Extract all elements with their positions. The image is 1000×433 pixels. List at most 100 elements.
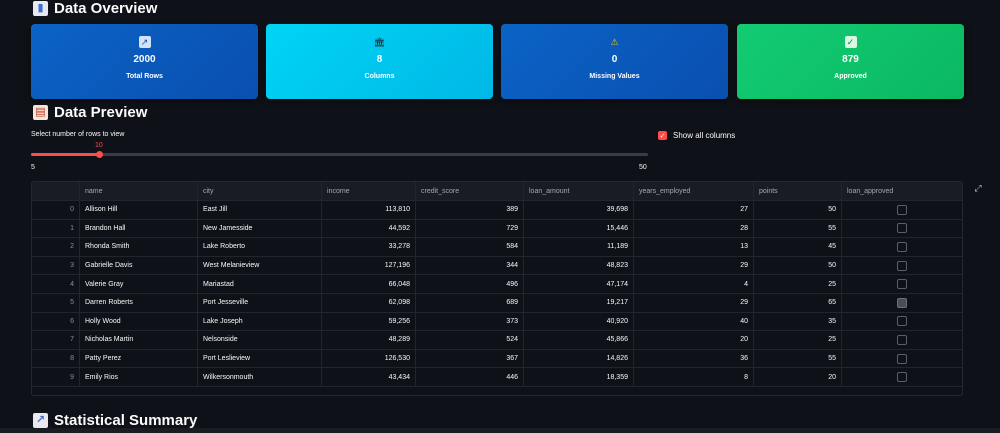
table-cell[interactable]: Darren Roberts [80, 293, 198, 312]
table-cell[interactable]: 689 [416, 293, 524, 312]
table-cell[interactable]: 35 [754, 312, 842, 331]
table-cell[interactable]: 39,698 [524, 201, 634, 219]
table-cell[interactable]: 28 [634, 219, 754, 238]
table-cell[interactable]: 126,530 [322, 349, 416, 368]
table-cell[interactable]: 45 [754, 238, 842, 256]
table-cell[interactable]: 367 [416, 349, 524, 368]
column-header[interactable]: name [80, 182, 198, 200]
table-cell[interactable]: 43,434 [322, 368, 416, 386]
row-index-cell[interactable]: 0 [32, 201, 80, 219]
table-cell[interactable]: 40 [634, 312, 754, 331]
table-cell[interactable]: 15,446 [524, 219, 634, 238]
table-cell[interactable]: 729 [416, 219, 524, 238]
table-cell[interactable]: 25 [754, 275, 842, 293]
table-cell[interactable]: Wilkersonmouth [198, 368, 322, 386]
row-index-cell[interactable]: 8 [32, 349, 80, 368]
table-cell[interactable]: 584 [416, 238, 524, 256]
table-cell[interactable]: Brandon Hall [80, 219, 198, 238]
table-cell[interactable]: Nelsonside [198, 331, 322, 349]
table-cell[interactable]: 11,189 [524, 238, 634, 256]
table-cell[interactable]: 446 [416, 368, 524, 386]
show-all-columns-checkbox[interactable]: ✓ Show all columns [658, 131, 735, 140]
checkbox-checked-icon[interactable] [897, 297, 907, 308]
table-cell[interactable]: Lake Roberto [198, 238, 322, 256]
table-cell[interactable]: 496 [416, 275, 524, 293]
checkbox-unchecked-icon[interactable] [897, 241, 907, 252]
checkbox-unchecked-icon[interactable] [897, 316, 907, 327]
loan-approved-cell[interactable] [842, 238, 962, 256]
checkbox-unchecked-icon[interactable] [897, 353, 907, 364]
table-cell[interactable]: 40,920 [524, 312, 634, 331]
table-cell[interactable]: 20 [754, 368, 842, 386]
column-header[interactable]: credit_score [416, 182, 524, 200]
table-cell[interactable]: 66,048 [322, 275, 416, 293]
row-index-cell[interactable]: 1 [32, 219, 80, 238]
column-header[interactable]: points [754, 182, 842, 200]
row-index-cell[interactable]: 4 [32, 275, 80, 293]
loan-approved-cell[interactable] [842, 350, 962, 368]
table-cell[interactable]: 25 [754, 331, 842, 349]
loan-approved-cell[interactable] [842, 313, 962, 331]
table-cell[interactable]: Mariastad [198, 275, 322, 293]
table-cell[interactable]: Nicholas Martin [80, 331, 198, 349]
table-cell[interactable]: East Jill [198, 201, 322, 219]
table-cell[interactable]: Port Jesseville [198, 293, 322, 312]
table-cell[interactable]: 344 [416, 256, 524, 275]
loan-approved-cell[interactable] [842, 294, 962, 312]
table-cell[interactable]: 55 [754, 349, 842, 368]
checkbox-unchecked-icon[interactable] [897, 223, 907, 234]
checkbox-unchecked-icon[interactable] [897, 334, 907, 345]
table-cell[interactable]: Emily Rios [80, 368, 198, 386]
table-cell[interactable]: 65 [754, 293, 842, 312]
row-index-cell[interactable]: 7 [32, 331, 80, 349]
table-cell[interactable]: 36 [634, 349, 754, 368]
table-cell[interactable]: Patty Perez [80, 349, 198, 368]
table-cell[interactable]: 44,592 [322, 219, 416, 238]
table-cell[interactable]: Lake Joseph [198, 312, 322, 331]
rows-slider-track[interactable] [31, 153, 648, 156]
table-cell[interactable]: 47,174 [524, 275, 634, 293]
table-cell[interactable]: 13 [634, 238, 754, 256]
table-cell[interactable]: 45,866 [524, 331, 634, 349]
table-cell[interactable]: 33,278 [322, 238, 416, 256]
column-header[interactable]: city [198, 182, 322, 200]
column-header[interactable]: years_employed [634, 182, 754, 200]
loan-approved-cell[interactable] [842, 331, 962, 349]
table-cell[interactable]: New Jamesside [198, 219, 322, 238]
table-cell[interactable]: 8 [634, 368, 754, 386]
checkbox-unchecked-icon[interactable] [897, 260, 907, 271]
table-cell[interactable]: 18,359 [524, 368, 634, 386]
row-index-cell[interactable]: 6 [32, 312, 80, 331]
table-cell[interactable]: Gabrielle Davis [80, 256, 198, 275]
checkbox-unchecked-icon[interactable] [897, 372, 907, 383]
table-cell[interactable]: 127,196 [322, 256, 416, 275]
table-cell[interactable]: 113,810 [322, 201, 416, 219]
table-cell[interactable]: Rhonda Smith [80, 238, 198, 256]
checkbox-unchecked-icon[interactable] [897, 279, 907, 290]
table-cell[interactable]: 389 [416, 201, 524, 219]
column-header[interactable] [32, 182, 80, 200]
loan-approved-cell[interactable] [842, 368, 962, 386]
table-cell[interactable]: 19,217 [524, 293, 634, 312]
table-cell[interactable]: 29 [634, 256, 754, 275]
column-header[interactable]: income [322, 182, 416, 200]
loan-approved-cell[interactable] [842, 220, 962, 238]
checkbox-checked-icon[interactable]: ✓ [658, 131, 667, 140]
table-cell[interactable]: 48,289 [322, 331, 416, 349]
table-cell[interactable]: Allison Hill [80, 201, 198, 219]
table-cell[interactable]: 55 [754, 219, 842, 238]
table-cell[interactable]: 20 [634, 331, 754, 349]
table-cell[interactable]: 373 [416, 312, 524, 331]
table-cell[interactable]: 27 [634, 201, 754, 219]
row-index-cell[interactable]: 3 [32, 256, 80, 275]
rows-slider-thumb[interactable] [96, 151, 103, 158]
table-cell[interactable]: Valerie Gray [80, 275, 198, 293]
row-index-cell[interactable]: 2 [32, 238, 80, 256]
table-cell[interactable]: 50 [754, 256, 842, 275]
table-cell[interactable]: 62,098 [322, 293, 416, 312]
table-cell[interactable]: Holly Wood [80, 312, 198, 331]
loan-approved-cell[interactable] [842, 275, 962, 293]
column-header[interactable]: loan_amount [524, 182, 634, 200]
column-header[interactable]: loan_approved [847, 187, 894, 195]
table-cell[interactable]: 524 [416, 331, 524, 349]
